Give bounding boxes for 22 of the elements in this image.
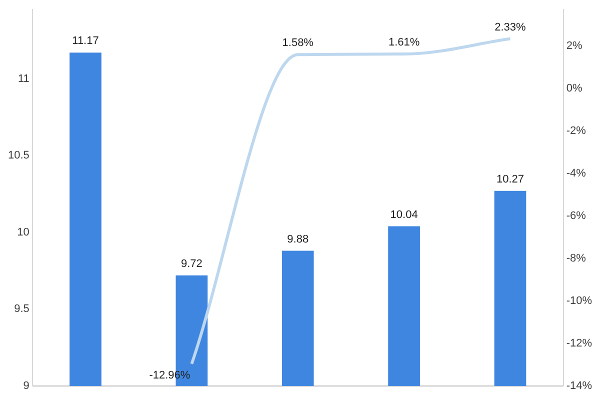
y2-tick-label: 0% [566, 82, 582, 94]
y2-tick-label: -12% [566, 338, 592, 350]
data-label: 9.88 [287, 233, 309, 246]
data-label: 10.04 [390, 208, 418, 221]
y-tick-label: 9 [23, 380, 30, 392]
y-tick-label: 11 [18, 72, 30, 85]
y2-tick-label: -2% [566, 124, 586, 137]
data-label: 2.33% [494, 21, 526, 34]
y2-tick-label: -14% [566, 380, 592, 392]
data-label: 1.61% [388, 36, 420, 49]
y2-tick-label: 2% [566, 40, 582, 52]
data-label: 10.27 [496, 173, 524, 186]
y2-tick-label: -10% [566, 294, 592, 307]
y2-tick-label: -8% [566, 252, 586, 264]
y-tick-label: 10 [17, 226, 30, 238]
y2-tick-label: -4% [566, 167, 586, 180]
y-tick-label: 10.5 [8, 150, 30, 162]
data-label: 11.17 [72, 35, 99, 48]
data-label: 9.72 [180, 258, 202, 270]
data-label: 1.58% [282, 37, 314, 50]
y2-tick-label: -6% [566, 210, 586, 222]
y-tick-label: 9.5 [14, 303, 30, 316]
